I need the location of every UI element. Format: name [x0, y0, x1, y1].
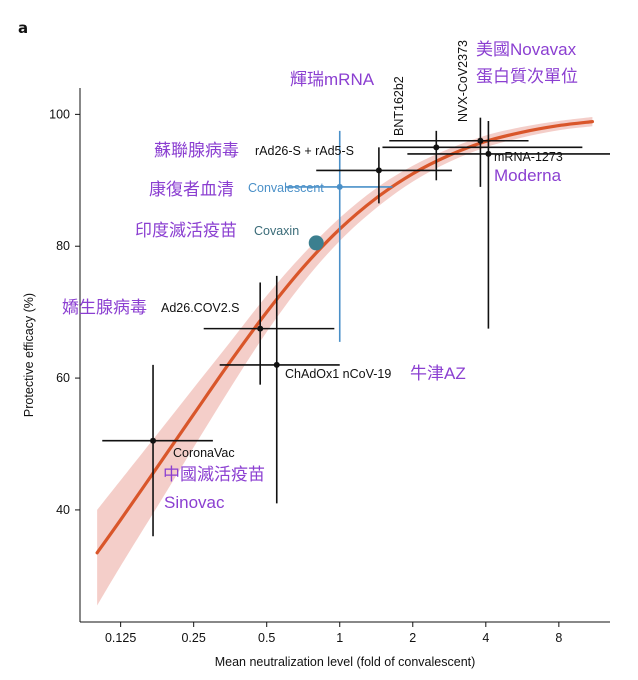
- y-tick-label: 60: [56, 371, 70, 385]
- label-bnt: BNT162b2: [392, 76, 406, 136]
- fit-curve: [95, 120, 594, 555]
- confidence-band: [97, 117, 593, 606]
- data-point: [375, 167, 382, 174]
- x-tick-label: 8: [555, 631, 562, 645]
- data-point: [477, 137, 484, 144]
- data-points: [150, 137, 492, 444]
- x-axis-title: Mean neutralization level (fold of conva…: [215, 655, 476, 669]
- x-ticks: 0.125 0.25 0.5 1 2 4 8: [105, 622, 562, 645]
- y-tick-label: 100: [49, 107, 70, 121]
- y-tick-label: 40: [56, 503, 70, 517]
- fit-curve-layer: [95, 120, 594, 555]
- label-ad26: Ad26.COV2.S: [161, 301, 240, 315]
- panel-label: a: [18, 19, 28, 37]
- label-mrna1273: mRNA-1273: [494, 150, 563, 164]
- x-tick-label: 1: [336, 631, 343, 645]
- axes: [79, 88, 610, 623]
- point-labels: CoronaVac 中國滅活疫苗 Sinovac 嬌生腺病毒 Ad26.COV2…: [62, 40, 578, 512]
- label-ad26-zh: 嬌生腺病毒: [62, 298, 147, 318]
- data-point: [257, 325, 264, 332]
- y-axis-title: Protective efficacy (%): [22, 293, 36, 417]
- label-convalescent-zh: 康復者血清: [149, 180, 234, 200]
- data-point: [433, 144, 440, 151]
- label-nvx: NVX-CoV2373: [456, 40, 470, 122]
- x-tick-label: 0.125: [105, 631, 136, 645]
- label-chadox-zh: 牛津AZ: [410, 364, 466, 383]
- label-nvx-zh2: 蛋白質次單位: [476, 67, 578, 87]
- x-tick-label: 0.25: [181, 631, 205, 645]
- label-bnt-zh: 輝瑞mRNA: [290, 70, 375, 89]
- x-tick-label: 2: [409, 631, 416, 645]
- label-convalescent: Convalescent: [248, 181, 324, 195]
- label-nvx-zh1: 美國Novavax: [476, 40, 577, 59]
- error-bars: [102, 117, 610, 537]
- data-point: [273, 361, 280, 368]
- data-point-covaxin: [308, 235, 324, 251]
- label-chadox: ChAdOx1 nCoV-19: [285, 367, 391, 381]
- label-coronavac: CoronaVac: [173, 446, 235, 460]
- label-moderna: Moderna: [494, 166, 562, 185]
- data-point: [150, 437, 157, 444]
- y-tick-label: 80: [56, 239, 70, 253]
- x-tick-label: 0.5: [258, 631, 275, 645]
- confidence-band-layer: [97, 117, 593, 606]
- label-covaxin-zh: 印度滅活疫苗: [135, 221, 237, 241]
- x-tick-label: 4: [482, 631, 489, 645]
- label-coronavac-zh: 中國滅活疫苗: [163, 465, 265, 485]
- data-point: [485, 150, 492, 157]
- y-ticks: 40 60 80 100: [49, 107, 80, 517]
- data-point: [336, 183, 343, 190]
- label-rad26: rAd26-S + rAd5-S: [255, 144, 354, 158]
- label-sinovac: Sinovac: [164, 493, 225, 512]
- label-rad26-zh: 蘇聯腺病毒: [154, 141, 239, 161]
- label-covaxin: Covaxin: [254, 224, 299, 238]
